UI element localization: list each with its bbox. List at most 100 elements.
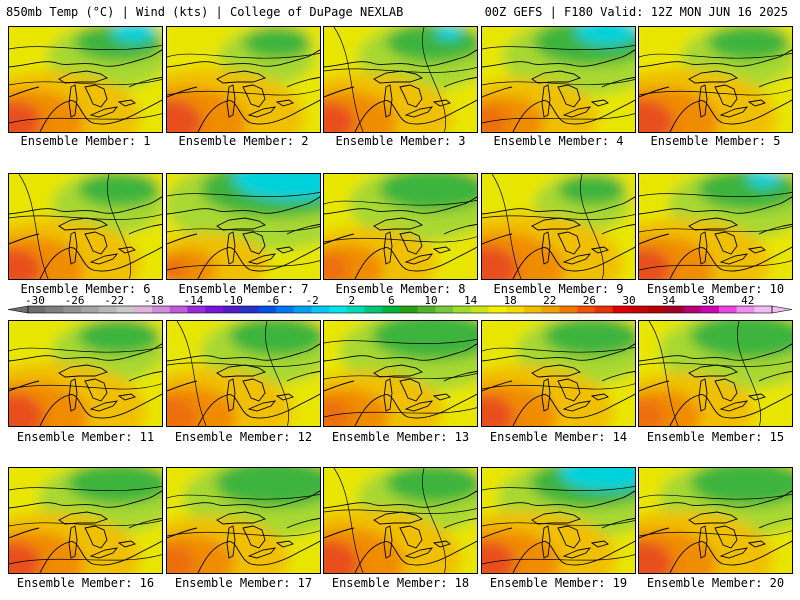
colorbar-swatch	[594, 306, 613, 313]
colorbar-swatch	[169, 306, 188, 313]
ensemble-member-label: Ensemble Member: 4	[493, 134, 624, 148]
colorbar-tick-label: -10	[223, 296, 243, 307]
colorbar-tick-label: 42	[741, 296, 754, 307]
colorbar-swatch	[559, 306, 578, 313]
model-run-info: 00Z GEFS | F180 Valid: 12Z MON JUN 16 20…	[484, 5, 788, 19]
ensemble-member-label: Ensemble Member: 18	[331, 576, 470, 590]
ensemble-panel	[638, 467, 793, 574]
ensemble-member-label: Ensemble Member: 14	[489, 430, 628, 444]
ensemble-panel	[481, 467, 636, 574]
colorbar-swatch	[152, 306, 171, 313]
ensemble-member-label: Ensemble Member: 15	[646, 430, 785, 444]
temperature-colorbar: -30 -26 -22 -18 -14 -10 -6 -2 2 6 10 14 18 22 26 30 34 38…	[7, 296, 793, 314]
ensemble-panel	[638, 173, 793, 280]
ensemble-member-label: Ensemble Member: 5	[650, 134, 781, 148]
ensemble-panel	[323, 467, 478, 574]
colorbar-swatch	[81, 306, 100, 313]
temperature-map	[482, 27, 635, 132]
colorbar-swatch	[718, 306, 737, 313]
colorbar-swatch	[541, 306, 560, 313]
colorbar-swatch	[630, 306, 649, 313]
ensemble-member-label: Ensemble Member: 10	[646, 282, 785, 296]
ensemble-member-label: Ensemble Member: 9	[493, 282, 624, 296]
ensemble-member-label: Ensemble Member: 20	[646, 576, 785, 590]
temperature-map	[639, 174, 792, 279]
colorbar-tick-label: 34	[662, 296, 676, 307]
colorbar-swatch	[577, 306, 596, 313]
colorbar-tick-label: -22	[104, 296, 124, 307]
ensemble-member-label: Ensemble Member: 6	[20, 282, 151, 296]
colorbar-swatch	[240, 306, 259, 313]
temperature-map	[482, 468, 635, 573]
colorbar-swatch	[701, 306, 720, 313]
colorbar-swatch	[258, 306, 277, 313]
colorbar-swatch	[293, 306, 312, 313]
temperature-map	[9, 321, 162, 426]
ensemble-member-label: Ensemble Member: 8	[335, 282, 466, 296]
colorbar-swatch	[470, 306, 489, 313]
colorbar-tick-label: -18	[144, 296, 164, 307]
colorbar-swatch	[648, 306, 667, 313]
temperature-map	[639, 468, 792, 573]
colorbar-swatch	[276, 306, 295, 313]
colorbar-swatch	[524, 306, 543, 313]
colorbar-swatch	[736, 306, 755, 313]
temperature-map	[9, 27, 162, 132]
ensemble-member-label: Ensemble Member: 13	[331, 430, 470, 444]
temperature-map	[324, 174, 477, 279]
colorbar-tick-label: 22	[543, 296, 556, 307]
ensemble-panel	[481, 26, 636, 133]
temperature-map	[482, 174, 635, 279]
colorbar-swatch	[329, 306, 348, 313]
ensemble-member-label: Ensemble Member: 3	[335, 134, 466, 148]
colorbar-tick-label: 26	[583, 296, 596, 307]
temperature-map	[9, 174, 162, 279]
ensemble-member-label: Ensemble Member: 17	[174, 576, 313, 590]
ensemble-panel	[166, 467, 321, 574]
ensemble-panel	[8, 173, 163, 280]
ensemble-panel	[638, 320, 793, 427]
ensemble-panel	[323, 320, 478, 427]
map-title: 850mb Temp (°C) | Wind (kts) | College o…	[6, 5, 404, 19]
temperature-map	[324, 468, 477, 573]
temperature-map	[639, 321, 792, 426]
colorbar-swatch	[346, 306, 365, 313]
ensemble-panel	[8, 26, 163, 133]
colorbar-tick-label: 10	[424, 296, 437, 307]
ensemble-member-label: Ensemble Member: 19	[489, 576, 628, 590]
ensemble-panel	[166, 320, 321, 427]
ensemble-member-label: Ensemble Member: 11	[16, 430, 155, 444]
ensemble-panel	[166, 173, 321, 280]
colorbar-tick-label: -6	[266, 296, 279, 307]
colorbar-swatch	[222, 306, 241, 313]
temperature-map	[167, 321, 320, 426]
ensemble-panel	[638, 26, 793, 133]
ensemble-member-label: Ensemble Member: 12	[174, 430, 313, 444]
colorbar-swatch	[134, 306, 153, 313]
temperature-map	[9, 468, 162, 573]
temperature-map	[482, 321, 635, 426]
temperature-map	[167, 468, 320, 573]
colorbar-swatch	[754, 306, 773, 313]
colorbar-swatch	[665, 306, 684, 313]
ensemble-member-label: Ensemble Member: 2	[178, 134, 309, 148]
colorbar-swatch	[311, 306, 330, 313]
colorbar-swatch	[435, 306, 454, 313]
colorbar-swatch	[45, 306, 64, 313]
colorbar-swatch	[187, 306, 206, 313]
colorbar-swatch	[400, 306, 419, 313]
colorbar-tick-label: 30	[622, 296, 635, 307]
ensemble-member-label: Ensemble Member: 1	[20, 134, 151, 148]
colorbar-swatch	[28, 306, 47, 313]
colorbar-tick-label: -2	[306, 296, 319, 307]
temperature-map	[324, 27, 477, 132]
temperature-map	[639, 27, 792, 132]
colorbar-swatch	[683, 306, 702, 313]
colorbar-swatch	[453, 306, 472, 313]
ensemble-member-label: Ensemble Member: 7	[178, 282, 309, 296]
ensemble-panel	[323, 173, 478, 280]
ensemble-panel	[323, 26, 478, 133]
ensemble-panel	[8, 320, 163, 427]
ensemble-panel	[481, 173, 636, 280]
colorbar-swatch	[506, 306, 525, 313]
